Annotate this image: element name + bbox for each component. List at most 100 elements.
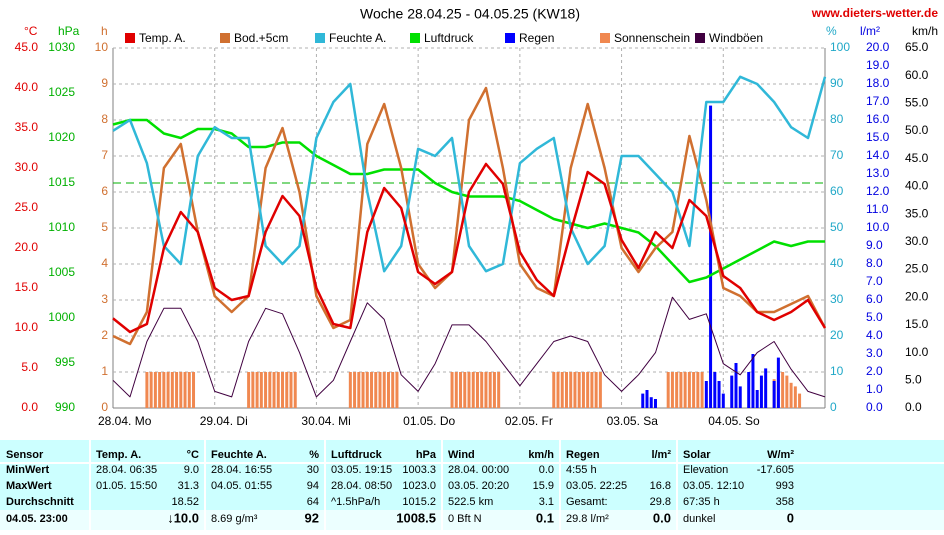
y-tick-label: 5 (101, 220, 108, 234)
row-label: Durchschnitt (6, 496, 74, 508)
x-tick-label: 04.05. So (708, 414, 760, 428)
bar (755, 390, 759, 408)
legend-label: Temp. A. (139, 31, 186, 45)
y-tick-label: 10 (830, 364, 844, 378)
y-tick-label: 50.0 (905, 123, 929, 137)
bar (187, 372, 191, 408)
x-tick-label: 30.04. Mi (301, 414, 350, 428)
bar (738, 386, 742, 408)
cell-right: 15.9 (533, 480, 554, 492)
series-line (112, 75, 827, 273)
y-tick-label: 14.0 (866, 148, 890, 162)
y-tick-label: 50 (830, 220, 844, 234)
y-tick-label: 80 (830, 112, 844, 126)
cell-left: 01.05. 15:50 (96, 480, 157, 492)
bar (158, 372, 162, 408)
bar (586, 372, 590, 408)
bar (751, 354, 755, 408)
y-tick-label: 995 (55, 355, 75, 369)
y-tick-label: 15.0 (905, 317, 929, 331)
bar (687, 372, 691, 408)
cell-left: dunkel (683, 513, 715, 525)
bar (268, 372, 272, 408)
cell-right: 1023.0 (402, 480, 436, 492)
bar (378, 372, 382, 408)
y-tick-label: 0.0 (905, 400, 922, 414)
y-tick-label: 10.0 (15, 320, 39, 334)
bar (471, 372, 475, 408)
bar (357, 372, 361, 408)
y-tick-label: 40 (830, 256, 844, 270)
bar (696, 372, 700, 408)
y-tick-label: 10.0 (866, 220, 890, 234)
cell-left: Regen (566, 449, 600, 461)
bar (459, 372, 463, 408)
cell-right: hPa (416, 449, 437, 461)
bar (730, 375, 734, 408)
cell-right: -17.605 (757, 464, 794, 476)
y-tick-label: 30.0 (15, 160, 39, 174)
bar (649, 397, 653, 408)
cell-left: Wind (448, 449, 475, 461)
cell-left: 67:35 h (683, 496, 720, 508)
x-tick-label: 03.05. Sa (607, 414, 659, 428)
y-tick-label: 1000 (48, 310, 75, 324)
bar (480, 372, 484, 408)
bar (276, 372, 280, 408)
y-tick-label: 5.0 (905, 372, 922, 386)
y-tick-label: 12.0 (866, 184, 890, 198)
cell-left: 04.05. 01:55 (211, 480, 272, 492)
bar (450, 372, 454, 408)
bar (497, 372, 501, 408)
cell-right: 358 (776, 496, 794, 508)
y-tick-label: 90 (830, 76, 844, 90)
y-tick-label: 1010 (48, 220, 75, 234)
bar (289, 372, 293, 408)
bar (556, 372, 560, 408)
cell-right: 16.8 (650, 480, 671, 492)
bar (255, 372, 259, 408)
legend-swatch (220, 33, 230, 43)
y-tick-label: 5.0 (866, 310, 883, 324)
bar (776, 357, 780, 408)
bar (564, 372, 568, 408)
stats-table: Sensor MinWert MaxWert Durchschnitt 04.05. 2… (0, 440, 944, 530)
bar (679, 372, 683, 408)
bar (251, 372, 255, 408)
cell-right: W/m² (767, 449, 794, 461)
legend-swatch (600, 33, 610, 43)
row-label: MaxWert (6, 480, 52, 492)
y-tick-label: 45.0 (905, 151, 929, 165)
cell-left: 29.8 l/m² (566, 513, 609, 525)
y-tick-label: 35.0 (15, 120, 39, 134)
series-line (112, 162, 827, 334)
bar (683, 372, 687, 408)
bar (183, 372, 187, 408)
y-tick-label: 1030 (48, 40, 75, 54)
bar (247, 372, 251, 408)
bar (569, 372, 573, 408)
bar (272, 372, 276, 408)
cell-left: 03.05. 19:15 (331, 464, 392, 476)
y-tick-label: 1025 (48, 85, 75, 99)
cell-right: 30 (307, 464, 319, 476)
axis-unit: h (101, 24, 108, 38)
cell-left: Elevation (683, 464, 728, 476)
cell-left: 03.05. 20:20 (448, 480, 509, 492)
cell-right: l/m² (651, 449, 671, 461)
bar (798, 393, 802, 408)
legend-swatch (695, 33, 705, 43)
bar (772, 381, 776, 408)
bar (463, 372, 467, 408)
row-label: Sensor (6, 449, 44, 461)
bar (759, 375, 763, 408)
y-tick-label: 30 (830, 292, 844, 306)
cell-right: 18.52 (171, 496, 199, 508)
bar (348, 372, 352, 408)
bar (259, 372, 263, 408)
cell-left: 03.05. 22:25 (566, 480, 627, 492)
row-label: MinWert (6, 464, 50, 476)
legend-swatch (505, 33, 515, 43)
bar (492, 372, 496, 408)
legend-label: Sonnenschein (614, 31, 690, 45)
